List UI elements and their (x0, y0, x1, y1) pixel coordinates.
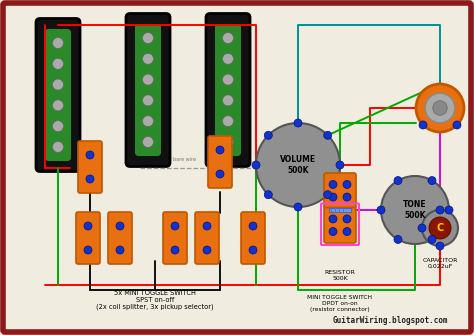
Circle shape (428, 177, 436, 185)
Circle shape (324, 131, 332, 139)
Circle shape (264, 191, 272, 199)
Circle shape (252, 161, 260, 169)
Circle shape (433, 101, 447, 115)
Circle shape (429, 217, 451, 239)
Circle shape (143, 136, 154, 147)
Circle shape (329, 193, 337, 201)
Text: VOLUME
500K: VOLUME 500K (280, 155, 316, 175)
FancyBboxPatch shape (324, 207, 356, 243)
FancyBboxPatch shape (76, 212, 100, 264)
FancyBboxPatch shape (163, 212, 187, 264)
Circle shape (222, 116, 234, 127)
Circle shape (256, 123, 340, 207)
Text: C: C (437, 223, 444, 233)
Circle shape (222, 53, 234, 64)
Circle shape (329, 227, 337, 236)
Circle shape (249, 222, 257, 230)
FancyBboxPatch shape (206, 13, 250, 166)
Text: 5x MINI TOGGLE SWITCH
SPST on-off
(2x coil splitter, 3x pickup selector): 5x MINI TOGGLE SWITCH SPST on-off (2x co… (96, 290, 214, 311)
Circle shape (294, 119, 302, 127)
Text: CAPACITOR
0,022uF: CAPACITOR 0,022uF (422, 258, 458, 269)
Text: TONE
500K: TONE 500K (403, 200, 427, 220)
Circle shape (294, 203, 302, 211)
Circle shape (394, 236, 402, 244)
Circle shape (171, 246, 179, 254)
Circle shape (216, 170, 224, 178)
Circle shape (222, 95, 234, 106)
Circle shape (329, 181, 337, 189)
Circle shape (418, 224, 426, 232)
Circle shape (84, 246, 92, 254)
Bar (343, 207, 345, 211)
Circle shape (53, 58, 64, 69)
Circle shape (436, 206, 444, 214)
FancyBboxPatch shape (324, 173, 356, 208)
Circle shape (53, 38, 64, 49)
Circle shape (143, 53, 154, 64)
Text: MINI TOGGLE SWITCH
DPDT on-on
(resistor connector): MINI TOGGLE SWITCH DPDT on-on (resistor … (308, 295, 373, 312)
FancyBboxPatch shape (241, 212, 265, 264)
Circle shape (422, 210, 458, 246)
Circle shape (343, 227, 351, 236)
FancyBboxPatch shape (126, 13, 170, 166)
Circle shape (171, 222, 179, 230)
Circle shape (116, 246, 124, 254)
Circle shape (143, 95, 154, 106)
Circle shape (416, 84, 464, 132)
Circle shape (329, 215, 337, 223)
FancyBboxPatch shape (36, 18, 80, 172)
FancyBboxPatch shape (216, 25, 240, 155)
Circle shape (53, 79, 64, 90)
Circle shape (264, 131, 272, 139)
Circle shape (222, 136, 234, 147)
FancyBboxPatch shape (136, 25, 160, 155)
Circle shape (203, 222, 211, 230)
Circle shape (116, 222, 124, 230)
Circle shape (203, 246, 211, 254)
Circle shape (84, 222, 92, 230)
Text: bare wire: bare wire (173, 157, 197, 162)
Circle shape (394, 177, 402, 185)
Circle shape (453, 121, 461, 129)
Circle shape (343, 181, 351, 189)
Circle shape (53, 141, 64, 152)
Circle shape (377, 206, 385, 214)
Circle shape (53, 121, 64, 132)
Circle shape (381, 176, 449, 244)
FancyBboxPatch shape (108, 212, 132, 264)
FancyBboxPatch shape (3, 3, 471, 332)
Circle shape (428, 236, 436, 244)
Circle shape (86, 175, 94, 183)
Bar (339, 207, 340, 211)
Bar (335, 207, 337, 211)
Circle shape (249, 246, 257, 254)
FancyBboxPatch shape (78, 141, 102, 193)
FancyBboxPatch shape (208, 136, 232, 188)
Bar (329, 207, 351, 211)
Circle shape (86, 151, 94, 159)
Circle shape (143, 74, 154, 85)
Circle shape (343, 193, 351, 201)
Circle shape (53, 100, 64, 111)
Circle shape (419, 121, 427, 129)
FancyBboxPatch shape (46, 30, 70, 160)
Circle shape (425, 93, 455, 123)
Circle shape (143, 116, 154, 127)
Bar (331, 207, 332, 211)
FancyBboxPatch shape (195, 212, 219, 264)
Circle shape (143, 32, 154, 44)
Circle shape (343, 215, 351, 223)
Circle shape (436, 242, 444, 250)
Text: RESISTOR
500K: RESISTOR 500K (325, 270, 356, 281)
Circle shape (445, 206, 453, 214)
Circle shape (222, 74, 234, 85)
Circle shape (336, 161, 344, 169)
Circle shape (216, 146, 224, 154)
Circle shape (222, 32, 234, 44)
Text: GuitarWiring.blogspot.com: GuitarWiring.blogspot.com (332, 316, 448, 325)
Circle shape (324, 191, 332, 199)
